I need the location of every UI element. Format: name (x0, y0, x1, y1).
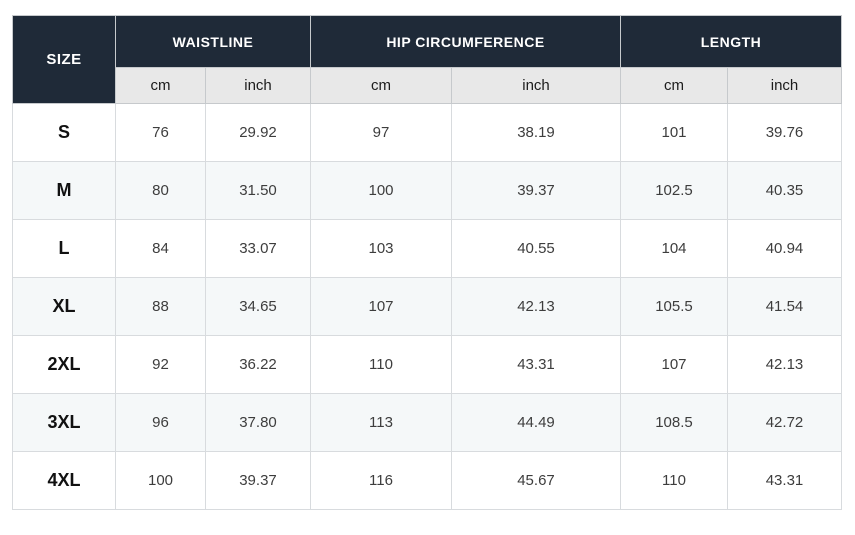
table-cell: 96 (115, 393, 206, 452)
size-cell: L (12, 219, 116, 278)
table-cell: 36.22 (205, 335, 311, 394)
table-cell: 110 (310, 335, 452, 394)
table-cell: 88 (115, 277, 206, 336)
table-cell: 113 (310, 393, 452, 452)
table-cell: 44.49 (451, 393, 621, 452)
table-row-xl: XL 88 34.65 107 42.13 105.5 41.54 (12, 277, 842, 336)
table-cell: 80 (115, 161, 206, 220)
table-cell: 43.31 (451, 335, 621, 394)
size-chart-container: SIZE WAISTLINE HIP CIRCUMFERENCE LENGTH … (12, 15, 842, 510)
hip-cm-header: cm (310, 67, 452, 104)
size-column-header: SIZE (12, 15, 116, 104)
table-cell: 34.65 (205, 277, 311, 336)
unit-header-row: cm inch cm inch cm inch (13, 67, 842, 104)
table-cell: 108.5 (620, 393, 728, 452)
table-row-m: M 80 31.50 100 39.37 102.5 40.35 (12, 161, 842, 220)
hip-inch-header: inch (451, 67, 621, 104)
table-cell: 31.50 (205, 161, 311, 220)
waistline-cm-header: cm (115, 67, 206, 104)
table-row-s: S 76 29.92 97 38.19 101 39.76 (12, 103, 842, 162)
table-cell: 101 (620, 103, 728, 162)
table-cell: 41.54 (727, 277, 842, 336)
table-cell: 29.92 (205, 103, 311, 162)
table-cell: 40.35 (727, 161, 842, 220)
length-cm-header: cm (620, 67, 728, 104)
table-cell: 40.94 (727, 219, 842, 278)
table-cell: 39.37 (451, 161, 621, 220)
size-cell: 3XL (12, 393, 116, 452)
table-cell: 39.76 (727, 103, 842, 162)
table-cell: 110 (620, 451, 728, 510)
table-cell: 104 (620, 219, 728, 278)
waistline-group-header: WAISTLINE (115, 15, 311, 68)
table-cell: 103 (310, 219, 452, 278)
table-cell: 43.31 (727, 451, 842, 510)
size-chart-table: SIZE WAISTLINE HIP CIRCUMFERENCE LENGTH … (12, 15, 842, 510)
table-cell: 42.13 (727, 335, 842, 394)
table-cell: 84 (115, 219, 206, 278)
table-cell: 100 (310, 161, 452, 220)
table-cell: 45.67 (451, 451, 621, 510)
table-row-4xl: 4XL 100 39.37 116 45.67 110 43.31 (12, 451, 842, 510)
table-cell: 116 (310, 451, 452, 510)
table-cell: 33.07 (205, 219, 311, 278)
table-cell: 100 (115, 451, 206, 510)
table-cell: 38.19 (451, 103, 621, 162)
table-cell: 37.80 (205, 393, 311, 452)
size-cell: S (12, 103, 116, 162)
table-cell: 76 (115, 103, 206, 162)
table-cell: 107 (620, 335, 728, 394)
table-cell: 39.37 (205, 451, 311, 510)
table-cell: 107 (310, 277, 452, 336)
table-row-2xl: 2XL 92 36.22 110 43.31 107 42.13 (12, 335, 842, 394)
hip-circumference-group-header: HIP CIRCUMFERENCE (310, 15, 621, 68)
table-cell: 40.55 (451, 219, 621, 278)
size-cell: 2XL (12, 335, 116, 394)
length-inch-header: inch (727, 67, 842, 104)
size-cell: XL (12, 277, 116, 336)
waistline-inch-header: inch (205, 67, 311, 104)
size-cell: 4XL (12, 451, 116, 510)
table-row-l: L 84 33.07 103 40.55 104 40.94 (12, 219, 842, 278)
table-cell: 42.72 (727, 393, 842, 452)
table-cell: 105.5 (620, 277, 728, 336)
length-group-header: LENGTH (620, 15, 842, 68)
table-row-3xl: 3XL 96 37.80 113 44.49 108.5 42.72 (12, 393, 842, 452)
group-header-row: SIZE WAISTLINE HIP CIRCUMFERENCE LENGTH (12, 15, 842, 104)
size-cell: M (12, 161, 116, 220)
table-cell: 102.5 (620, 161, 728, 220)
table-cell: 92 (115, 335, 206, 394)
table-cell: 97 (310, 103, 452, 162)
table-cell: 42.13 (451, 277, 621, 336)
